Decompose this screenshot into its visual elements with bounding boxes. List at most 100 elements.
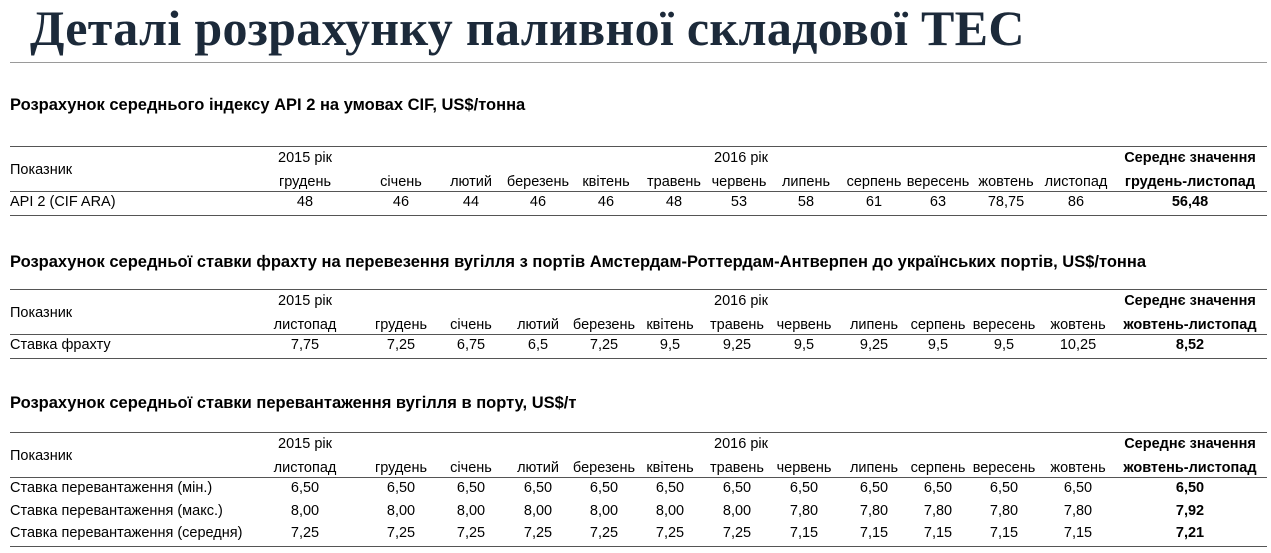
average-value: 7,92	[1175, 502, 1205, 519]
table-cell-value: 8,00	[290, 502, 320, 519]
table-cell-value: 46	[392, 194, 410, 210]
year-2015-header: 2015 рік	[278, 150, 332, 166]
table-cell-value: 63	[929, 194, 947, 210]
month-header: квітень	[582, 174, 630, 190]
table-cell-value: 6,50	[989, 480, 1019, 496]
avg-period-header: грудень-листопад	[1124, 174, 1256, 190]
month-header: жовтень	[1050, 460, 1106, 476]
month-header: червень	[776, 317, 832, 333]
year-2016-header: 2016 рік	[714, 436, 768, 452]
month-header: серпень	[846, 174, 902, 190]
table-top-rule	[10, 146, 1267, 147]
table-cell-value: 8,00	[589, 502, 619, 519]
month-header: січень	[450, 317, 492, 333]
table-cell-value: 58	[797, 194, 815, 210]
month-header: серпень	[910, 317, 966, 333]
table-cell-value: 7,80	[859, 502, 889, 519]
month-header: вересень	[906, 174, 970, 190]
table-cell-value: 7,15	[789, 525, 819, 541]
month-header: жовтень	[1050, 317, 1106, 333]
month-header: січень	[380, 174, 422, 190]
table-bottom-rule	[10, 545, 1267, 547]
table-cell-value: 86	[1067, 194, 1085, 210]
table-cell-value: 48	[296, 194, 314, 210]
table-cell-value: 6,50	[655, 480, 685, 496]
table-cell-value: 7,25	[523, 525, 553, 541]
table-cell-value: 6,50	[1063, 480, 1093, 496]
month-header: березень	[506, 174, 570, 190]
month-header: лютий	[517, 317, 559, 333]
avg-value-header: Середнє значення	[1124, 150, 1256, 166]
table-cell-value: 6,5	[527, 337, 549, 353]
month-header: листопад	[273, 460, 337, 476]
month-header: серпень	[910, 460, 966, 476]
table-cell-value: 9,5	[793, 337, 815, 353]
month-header: травень	[647, 174, 701, 190]
month-header: квітень	[646, 460, 694, 476]
avg-period-header: жовтень-листопад	[1123, 460, 1257, 476]
table-cell-value: 9,25	[722, 337, 752, 353]
section-heading: Розрахунок середнього індексу API 2 на у…	[10, 96, 526, 114]
table-cell-value: 7,80	[923, 502, 953, 519]
year-2015-header: 2015 рік	[278, 436, 332, 452]
month-header: липень	[781, 174, 831, 190]
table-cell-value: 44	[462, 194, 480, 210]
table-cell-value: 7,15	[1063, 525, 1093, 541]
table-top-rule	[10, 289, 1267, 290]
table-cell-value: 7,25	[386, 525, 416, 541]
month-header: лютий	[517, 460, 559, 476]
table-cell-value: 7,75	[290, 337, 320, 353]
table-cell-value: 78,75	[987, 194, 1025, 210]
table-cell-value: 8,00	[523, 502, 553, 519]
table-cell-value: 61	[865, 194, 883, 210]
month-header: грудень	[374, 317, 428, 333]
table-cell-value: 7,25	[655, 525, 685, 541]
month-header: грудень	[374, 460, 428, 476]
month-header: березень	[572, 460, 636, 476]
table-cell-value: 9,5	[659, 337, 681, 353]
row-label: Ставка фрахту	[10, 337, 111, 353]
header-bottom-rule	[10, 191, 1267, 192]
table-cell-value: 6,50	[290, 480, 320, 496]
table-cell-value: 9,25	[859, 337, 889, 353]
table-cell-value: 6,50	[923, 480, 953, 496]
table-cell-value: 6,50	[789, 480, 819, 496]
indicator-header: Показник	[10, 448, 73, 464]
table-cell-value: 7,15	[859, 525, 889, 541]
year-2016-header: 2016 рік	[714, 293, 768, 309]
table-cell-value: 7,25	[386, 337, 416, 353]
year-2016-header: 2016 рік	[714, 150, 768, 166]
table-cell-value: 6,50	[859, 480, 889, 496]
month-header: вересень	[972, 460, 1036, 476]
table-cell-value: 6,50	[456, 480, 486, 496]
table-cell-value: 7,15	[923, 525, 953, 541]
table-cell-value: 7,25	[456, 525, 486, 541]
table-cell-value: 7,25	[722, 525, 752, 541]
row-label: Ставка перевантаження (макс.)	[10, 502, 223, 519]
table-cell-value: 9,5	[927, 337, 949, 353]
month-header: вересень	[972, 317, 1036, 333]
table-cell-value: 6,50	[523, 480, 553, 496]
month-header: січень	[450, 460, 492, 476]
table-cell-value: 8,00	[722, 502, 752, 519]
avg-value-header: Середнє значення	[1124, 293, 1256, 309]
indicator-header: Показник	[10, 305, 73, 321]
row-label: Ставка перевантаження (середня)	[10, 525, 243, 541]
month-header: червень	[711, 174, 767, 190]
average-value: 7,21	[1175, 525, 1205, 541]
table-cell-value: 7,80	[789, 502, 819, 519]
indicator-header: Показник	[10, 162, 73, 178]
month-header: листопад	[273, 317, 337, 333]
month-header: листопад	[1044, 174, 1108, 190]
table-cell-value: 7,25	[290, 525, 320, 541]
table-cell-value: 7,80	[989, 502, 1019, 519]
table-cell-value: 9,5	[993, 337, 1015, 353]
avg-period-header: жовтень-листопад	[1123, 317, 1257, 333]
month-header: жовтень	[978, 174, 1034, 190]
table-cell-value: 6,50	[722, 480, 752, 496]
month-header: липень	[849, 317, 899, 333]
table-cell-value: 7,80	[1063, 502, 1093, 519]
title-divider	[10, 62, 1267, 63]
table-cell-value: 8,00	[386, 502, 416, 519]
header-bottom-rule	[10, 477, 1267, 478]
